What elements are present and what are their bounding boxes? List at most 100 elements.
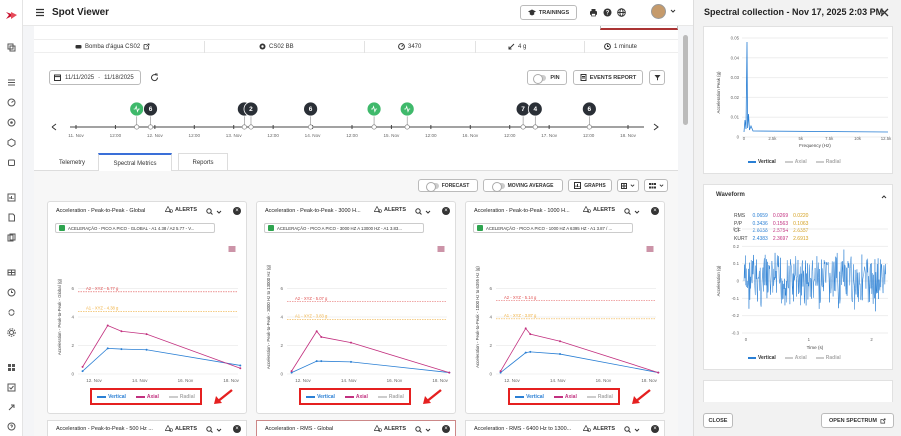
nav-document-icon[interactable]: [6, 212, 16, 222]
waveform-trace[interactable]: [743, 249, 886, 312]
legend-radial[interactable]: Radial: [815, 355, 841, 361]
layout-button[interactable]: [617, 179, 639, 192]
nav-help-icon[interactable]: [6, 421, 16, 431]
moving-average-switch[interactable]: [491, 181, 505, 192]
series-line-vertical[interactable]: [500, 351, 659, 373]
nav-clock-icon[interactable]: [6, 287, 16, 297]
chart-menu-icon[interactable]: [646, 246, 654, 252]
metric-chart[interactable]: 0 2 4 6 12. Nov 14. Nov 16. Nov 18. Nov Accelera…: [48, 252, 248, 384]
nav-target-icon[interactable]: [6, 117, 16, 127]
data-point[interactable]: [320, 360, 323, 363]
data-point[interactable]: [499, 371, 502, 374]
metric-filter-chip[interactable]: ACELERAÇÃO - PICO A PICO - 1000 HZ A 639…: [473, 223, 633, 233]
user-avatar[interactable]: [651, 4, 666, 19]
timeline-event-marker[interactable]: [129, 101, 145, 130]
data-point[interactable]: [524, 351, 527, 354]
nav-checklist-icon[interactable]: [6, 382, 16, 392]
chevron-down-icon[interactable]: [670, 8, 676, 14]
nav-overview-icon[interactable]: [6, 42, 16, 52]
data-point[interactable]: [290, 371, 293, 374]
close-card-icon[interactable]: ×: [442, 425, 450, 433]
date-range-picker[interactable]: 11/11/2025 - 11/18/2025: [49, 70, 141, 85]
data-point[interactable]: [120, 330, 123, 333]
data-point[interactable]: [81, 370, 84, 373]
metric-chart[interactable]: 0 2 4 6 12. Nov 14. Nov 16. Nov 18. Nov Accelera…: [466, 252, 666, 384]
printer-icon[interactable]: [589, 8, 598, 17]
legend-vertical[interactable]: Vertical: [97, 394, 126, 400]
timeline-prev-icon[interactable]: [51, 123, 57, 131]
data-point[interactable]: [529, 333, 532, 336]
waveform-chart[interactable]: 0.3 0.2 0.1 0 -0.1 -0.2 -0.3 0 1 2 Time (s) Acceler…: [704, 225, 894, 353]
timeline-cluster-marker[interactable]: 6: [143, 101, 158, 130]
pin-switch[interactable]: [533, 73, 547, 84]
spectrum-chart[interactable]: 0.05 0.04 0.03 0.02 0.01 0 0 2.5k 5k 7.5k 10k 12.5k…: [704, 27, 894, 157]
metric-filter-chip[interactable]: ACELERAÇÃO - PICO A PICO - 3000 HZ A 130…: [264, 223, 424, 233]
legend-radial[interactable]: Radial: [168, 394, 195, 400]
alerts-button[interactable]: ALERTS: [374, 425, 406, 432]
alerts-button[interactable]: ALERTS: [374, 206, 406, 213]
nav-sync-icon[interactable]: [6, 307, 16, 317]
legend-radial[interactable]: Radial: [815, 159, 841, 165]
series-line-axial[interactable]: [291, 330, 450, 373]
legend-axial[interactable]: Axial: [784, 159, 807, 165]
data-point[interactable]: [524, 327, 527, 330]
zoom-icon[interactable]: [624, 208, 631, 215]
refresh-icon[interactable]: [150, 73, 159, 82]
filter-button[interactable]: [649, 70, 665, 85]
chart-menu-icon[interactable]: [228, 246, 236, 252]
external-link-icon[interactable]: [143, 43, 150, 50]
nav-chart-icon[interactable]: [6, 192, 16, 202]
help-icon[interactable]: ?: [603, 8, 612, 17]
data-point[interactable]: [239, 367, 242, 370]
timeline-next-icon[interactable]: [653, 123, 659, 131]
close-card-icon[interactable]: ×: [442, 207, 450, 215]
timeline-cluster-marker[interactable]: 6: [581, 101, 597, 130]
data-point[interactable]: [448, 371, 451, 374]
timeline-cluster-marker[interactable]: 6: [303, 101, 319, 130]
zoom-icon[interactable]: [624, 426, 631, 433]
legend-axial[interactable]: Axial: [135, 394, 159, 400]
data-point[interactable]: [290, 370, 293, 373]
events-report-button[interactable]: EVENTS REPORT: [573, 70, 643, 85]
chevron-down-icon[interactable]: [216, 427, 222, 433]
legend-vertical[interactable]: Vertical: [515, 394, 544, 400]
nav-grid-icon[interactable]: [6, 362, 16, 372]
data-point[interactable]: [106, 324, 109, 327]
data-point[interactable]: [559, 353, 561, 356]
spectrum-trace[interactable]: [743, 41, 889, 133]
data-point[interactable]: [81, 365, 84, 368]
timeline-event-marker[interactable]: [399, 101, 415, 130]
legend-axial[interactable]: Axial: [784, 355, 807, 361]
legend-axial[interactable]: Axial: [344, 394, 368, 400]
data-point[interactable]: [315, 360, 318, 363]
timeline-cluster-marker[interactable]: 2: [243, 101, 259, 130]
legend-vertical[interactable]: Vertical: [748, 355, 776, 361]
nav-box-icon[interactable]: [6, 157, 16, 167]
close-card-icon[interactable]: ×: [233, 425, 241, 433]
zoom-icon[interactable]: [415, 208, 422, 215]
alerts-button[interactable]: ALERTS: [165, 206, 197, 213]
chevron-down-icon[interactable]: [425, 427, 431, 433]
metric-chart[interactable]: 0 2 4 6 12. Nov 14. Nov 16. Nov 18. Nov Accelera…: [257, 252, 457, 384]
legend-radial[interactable]: Radial: [586, 394, 613, 400]
chevron-up-icon[interactable]: [881, 194, 887, 199]
chevron-down-icon[interactable]: [216, 209, 222, 215]
alerts-button[interactable]: ALERTS: [165, 425, 197, 432]
data-point[interactable]: [529, 350, 532, 353]
close-icon[interactable]: [880, 8, 889, 17]
zoom-icon[interactable]: [206, 208, 213, 215]
close-card-icon[interactable]: ×: [651, 207, 659, 215]
chevron-down-icon[interactable]: [634, 427, 640, 433]
data-point[interactable]: [320, 335, 323, 338]
nav-settings-icon[interactable]: [6, 327, 16, 337]
open-spectrum-button[interactable]: OPEN SPECTRUM: [821, 413, 894, 428]
legend-axial[interactable]: Axial: [553, 394, 577, 400]
data-point[interactable]: [315, 330, 318, 333]
data-point[interactable]: [350, 360, 352, 363]
legend-radial[interactable]: Radial: [377, 394, 404, 400]
close-button[interactable]: CLOSE: [703, 413, 733, 428]
legend-vertical[interactable]: Vertical: [306, 394, 335, 400]
columns-button[interactable]: [644, 179, 668, 192]
data-point[interactable]: [120, 348, 123, 351]
nav-cube-icon[interactable]: [6, 137, 16, 147]
